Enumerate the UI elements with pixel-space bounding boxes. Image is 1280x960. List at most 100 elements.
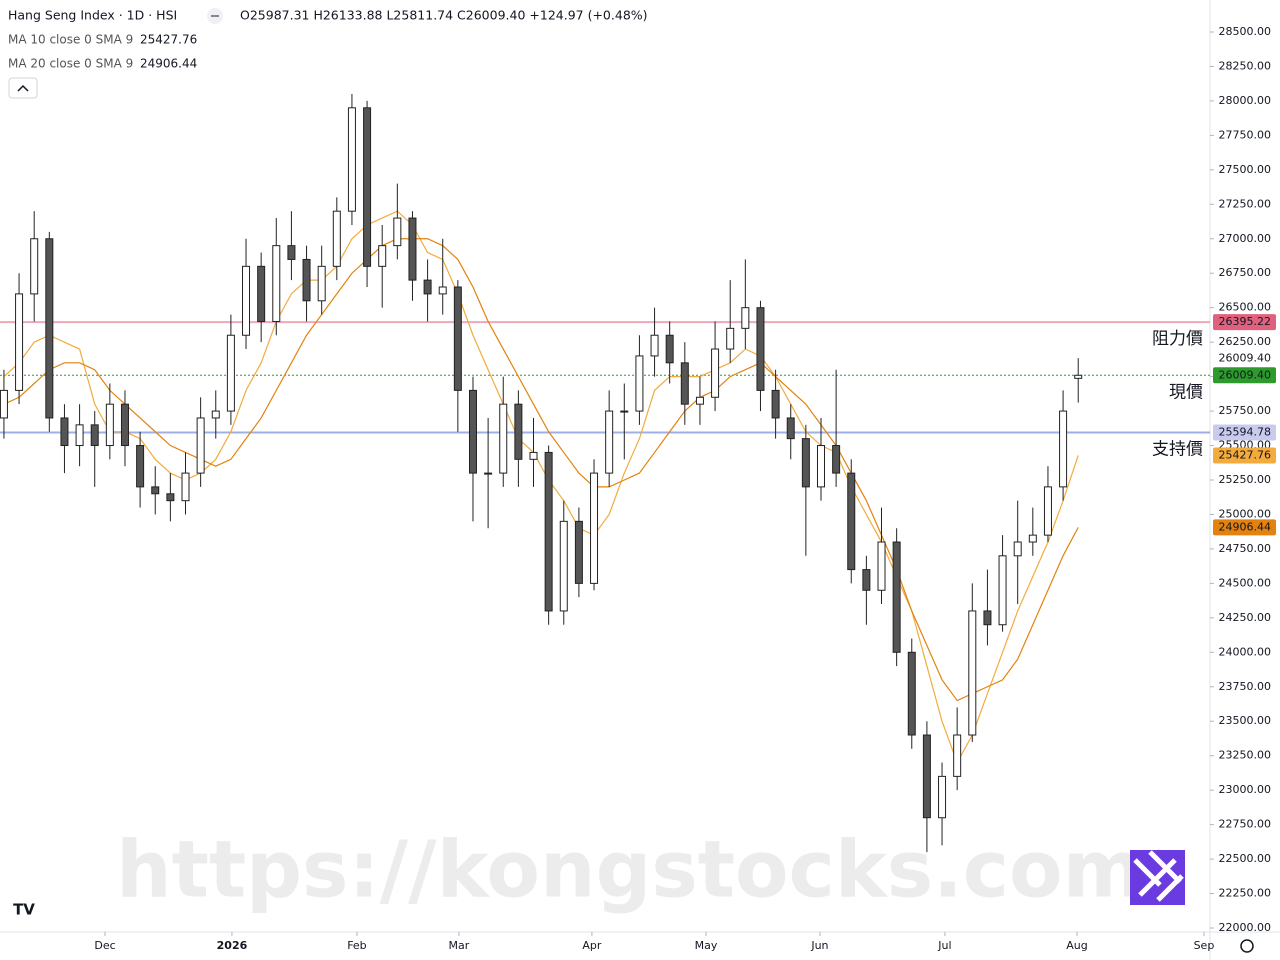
candle [953, 707, 962, 791]
candle-body [635, 355, 644, 412]
candle [620, 383, 629, 460]
candle-body [226, 334, 235, 412]
last-price-label: 26009.40 [1219, 351, 1272, 364]
candle [665, 321, 674, 384]
legend-name: MA 10 close 0 SMA 9 [8, 33, 133, 47]
x-tick-label: Sep [1194, 939, 1215, 952]
y-tick-label: 26750.00 [1219, 266, 1272, 279]
candle-body [453, 286, 462, 391]
x-tick-label: Jun [810, 939, 828, 952]
candle [90, 411, 99, 487]
candle [468, 376, 477, 522]
x-tick-label: Mar [449, 939, 470, 952]
y-tick-label: 23750.00 [1219, 680, 1272, 693]
candle [741, 259, 750, 350]
level-name: 阻力價 [1152, 329, 1203, 349]
candle-body [877, 541, 886, 591]
candle [574, 507, 583, 598]
candle [363, 100, 372, 288]
candle-body [120, 403, 129, 447]
candle-body [680, 362, 689, 405]
y-tick-label: 23000.00 [1219, 783, 1272, 796]
candle-body [786, 417, 795, 440]
candle [847, 459, 856, 584]
candle-body [605, 410, 614, 474]
x-tick-label: Apr [582, 939, 602, 952]
candle [907, 638, 916, 749]
candle [680, 342, 689, 425]
candle-body [242, 265, 251, 336]
y-tick-label: 23250.00 [1219, 749, 1272, 762]
candle [544, 445, 553, 625]
candle-body [363, 107, 372, 267]
level-badge [1213, 424, 1276, 441]
candle [514, 390, 523, 487]
candle [559, 500, 568, 625]
candle-body [408, 217, 417, 281]
candle-body [1013, 541, 1022, 557]
candle-body [892, 541, 901, 653]
candle-body [30, 238, 39, 295]
candle [166, 473, 175, 522]
candle [816, 417, 825, 501]
y-tick-label: 25250.00 [1219, 473, 1272, 486]
candle-body [317, 265, 326, 302]
candle-body [559, 520, 568, 612]
candle-body [378, 245, 387, 267]
candle-body [1059, 410, 1068, 488]
candle [242, 238, 251, 350]
candle [1059, 390, 1068, 501]
candle [1043, 466, 1052, 543]
candle [136, 431, 145, 508]
level-badge-label: 26009.40 [1219, 368, 1272, 381]
candle [590, 459, 599, 591]
candle-body [45, 238, 54, 419]
legend-name: MA 20 close 0 SMA 9 [8, 57, 133, 71]
y-tick-label: 24000.00 [1219, 645, 1272, 658]
settings-icon[interactable] [1240, 939, 1254, 953]
collapse-icon [17, 84, 29, 92]
candle [998, 535, 1007, 632]
candle-body [347, 107, 356, 212]
candle-body [741, 307, 750, 329]
candle [892, 528, 901, 667]
candle-body [756, 307, 765, 391]
candle-body [332, 210, 341, 267]
candle [151, 466, 160, 515]
collapse-button[interactable] [8, 77, 38, 99]
candle-body [1074, 374, 1083, 379]
candle-body [847, 472, 856, 571]
candle [257, 252, 266, 343]
candle [968, 583, 977, 742]
candle-body [257, 265, 266, 322]
candle [1028, 507, 1037, 556]
candle-body [75, 424, 84, 447]
x-tick-label: Jul [937, 939, 951, 952]
candle [453, 280, 462, 432]
candle [832, 369, 841, 487]
candle-body [60, 417, 69, 447]
candle-body [998, 555, 1007, 626]
candle-body [938, 775, 947, 819]
candle-body [726, 327, 735, 350]
candle-body [574, 520, 583, 584]
candle-body [907, 651, 916, 736]
y-tick-label: 24500.00 [1219, 576, 1272, 589]
y-tick-label: 25750.00 [1219, 404, 1272, 417]
candle [862, 555, 871, 625]
candle [120, 390, 129, 467]
candle [635, 335, 644, 425]
x-tick-label: Aug [1066, 939, 1087, 952]
level-name: 支持價 [1152, 439, 1203, 459]
candle-body [771, 389, 780, 419]
logo-pattern [1133, 850, 1184, 902]
ohlc-values: O25987.31 H26133.88 L25811.74 C26009.40 … [240, 8, 648, 23]
ma-badge [1213, 447, 1276, 464]
candle-body [196, 417, 205, 474]
candle [272, 218, 281, 336]
candle [317, 245, 326, 315]
y-tick-label: 27500.00 [1219, 163, 1272, 176]
candle [226, 314, 235, 425]
candle-body [393, 217, 402, 247]
candle [877, 507, 886, 605]
